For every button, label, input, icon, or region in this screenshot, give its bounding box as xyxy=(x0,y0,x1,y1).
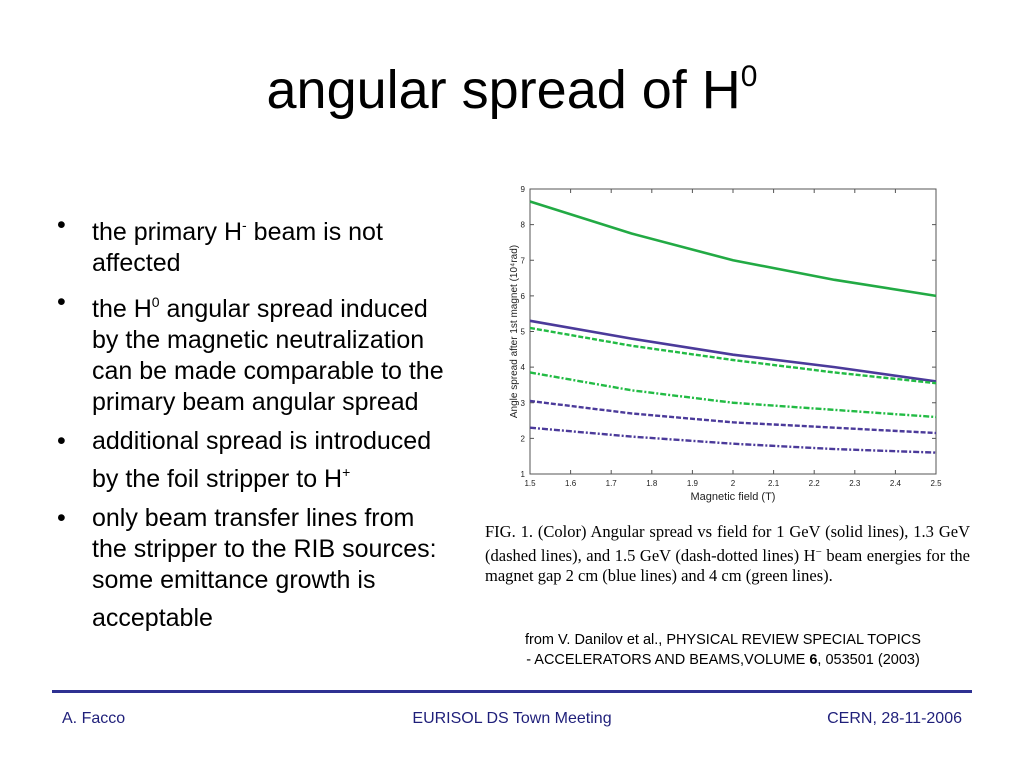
bullet-item: • the H0 angular spread induced by the ma… xyxy=(57,288,444,416)
angular-spread-chart: 1.5 1.6 1.7 1.8 1.9 2 2.1 2.2 2.3 2.4 2.5 1 2 3 4 5 6 7 8 9… xyxy=(509,185,942,503)
x-axis-label: Magnetic field (T) xyxy=(691,491,776,503)
y-tick-label: 5 xyxy=(521,328,526,337)
series-line-6 xyxy=(529,426,937,454)
y-tick-label: 8 xyxy=(521,221,526,230)
series-line-3 xyxy=(529,326,937,385)
bullet-item: • only beam transfer lines from the strip… xyxy=(57,504,437,632)
bullet-list: • the primary H- beam is not affected • th… xyxy=(52,210,447,642)
source-citation: from V. Danilov et al., PHYSICAL REVIEW … xyxy=(525,632,921,668)
x-tick-label: 2 xyxy=(731,479,736,488)
series-line-5 xyxy=(529,399,937,435)
x-tick-label: 2.4 xyxy=(890,479,902,488)
x-tick-label: 1.9 xyxy=(687,479,699,488)
y-tick-label: 6 xyxy=(521,292,526,301)
x-tick-label: 2.3 xyxy=(849,479,861,488)
y-tick-label: 9 xyxy=(521,185,526,194)
y-tick-label: 1 xyxy=(521,470,526,479)
y-axis-label: Angle spread after 1st magnet (10⁴rad) xyxy=(509,245,520,418)
figure-caption: FIG. 1. (Color) Angular spread vs field … xyxy=(485,522,970,585)
bullet-item: • the primary H- beam is not affected xyxy=(57,211,383,277)
x-tick-label: 1.6 xyxy=(565,479,577,488)
x-tick-label: 2.5 xyxy=(930,479,942,488)
y-tick-label: 2 xyxy=(521,434,526,443)
bullet-item: • additional spread is introduced by the … xyxy=(57,427,432,493)
y-tick-label: 4 xyxy=(521,363,526,372)
series-line-1 xyxy=(529,200,937,298)
x-tick-label: 1.5 xyxy=(524,479,536,488)
y-tick-label: 7 xyxy=(521,256,526,265)
footer-divider xyxy=(52,690,972,693)
x-tick-label: 1.7 xyxy=(606,479,618,488)
footer-author: A. Facco xyxy=(62,710,126,727)
x-tick-label: 2.2 xyxy=(809,479,821,488)
title-superscript: 0 xyxy=(740,60,758,93)
x-tick-label: 2.1 xyxy=(768,479,780,488)
slide-title: angular spread of H0 xyxy=(266,60,758,120)
y-tick-label: 3 xyxy=(521,399,526,408)
x-tick-label: 1.8 xyxy=(646,479,658,488)
footer-date: CERN, 28-11-2006 xyxy=(827,710,962,727)
footer-event: EURISOL DS Town Meeting xyxy=(412,710,612,727)
series-line-2 xyxy=(529,319,937,383)
series-line-4 xyxy=(529,371,937,419)
